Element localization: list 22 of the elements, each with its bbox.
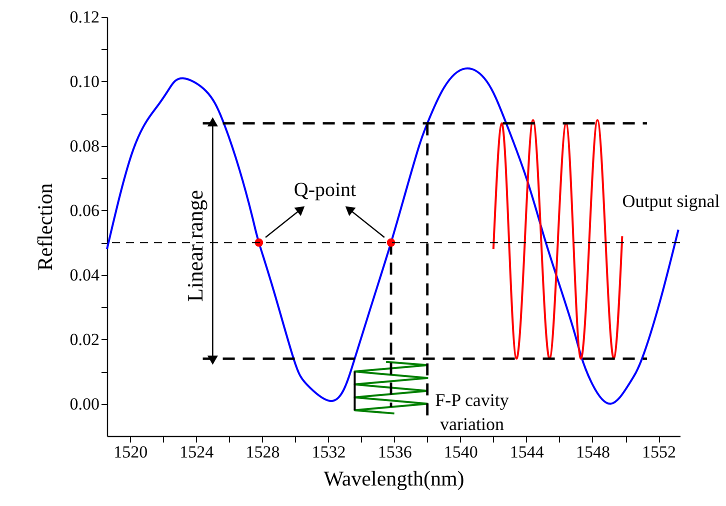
x-tick-label: 1524 <box>180 442 214 462</box>
y-tick-label: 0.06 <box>70 200 100 220</box>
x-axis-title: Wavelength(nm) <box>324 466 464 490</box>
y-tick-label: 0.04 <box>70 265 100 284</box>
y-axis-title: Reflection <box>32 182 57 271</box>
y-tick-label: 0.08 <box>70 136 100 156</box>
y-tick-label: 0.02 <box>70 330 100 349</box>
annotation: Output signal <box>622 191 720 211</box>
x-tick-label: 1528 <box>246 442 280 462</box>
annotation: Linear range <box>182 190 208 302</box>
x-tick-label: 1544 <box>510 442 544 462</box>
y-tick-label: 0.10 <box>70 72 100 91</box>
y-tick-label: 0.12 <box>70 8 100 26</box>
x-tick-label: 1548 <box>576 442 610 462</box>
x-tick-label: 1552 <box>642 442 676 462</box>
annotation: F-P cavity variation <box>435 390 509 434</box>
y-tick-label: 0.00 <box>70 394 100 414</box>
annotation: Q-point <box>294 179 357 201</box>
x-tick-label: 1520 <box>114 442 148 462</box>
x-tick-label: 1540 <box>444 442 478 462</box>
x-tick-label: 1532 <box>312 442 346 462</box>
x-tick-label: 1536 <box>378 442 412 462</box>
